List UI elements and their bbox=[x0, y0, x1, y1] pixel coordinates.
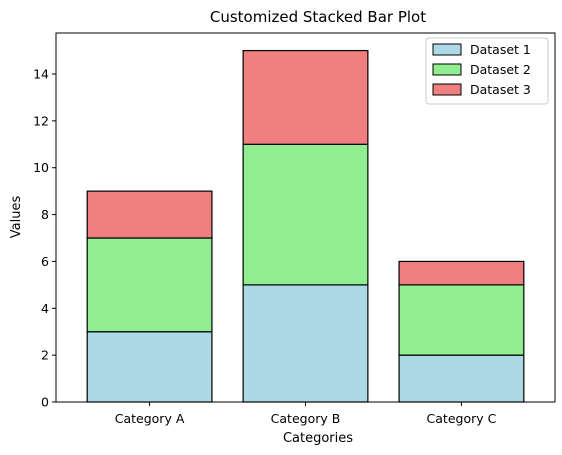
bar-segment-2-2 bbox=[242, 143, 369, 286]
plot-frame bbox=[55, 32, 556, 403]
legend-swatch-3 bbox=[432, 83, 462, 96]
legend-swatch-1 bbox=[432, 43, 462, 56]
chart-title: Customized Stacked Bar Plot bbox=[210, 8, 426, 26]
legend-label-1: Dataset 1 bbox=[470, 42, 531, 57]
y-axis: 0 2 4 6 8 10 12 14 bbox=[33, 67, 56, 410]
bar-segment-1-1 bbox=[86, 331, 213, 403]
y-tick-label: 14 bbox=[33, 67, 49, 82]
y-axis-label: Values bbox=[9, 196, 24, 239]
legend-label-3: Dataset 3 bbox=[470, 82, 531, 97]
y-tick-label: 4 bbox=[41, 301, 49, 316]
bar-segment-2-3 bbox=[398, 284, 525, 356]
bar-segment-3-3 bbox=[398, 260, 525, 286]
y-tick-label: 6 bbox=[41, 254, 49, 269]
legend-label-2: Dataset 2 bbox=[470, 62, 531, 77]
y-tick-label: 0 bbox=[41, 395, 49, 410]
x-tick-label: Category A bbox=[115, 411, 185, 426]
y-tick-label: 2 bbox=[41, 348, 49, 363]
x-axis-label: Categories bbox=[283, 431, 353, 446]
y-tick-label: 8 bbox=[41, 207, 49, 222]
bars-layer bbox=[86, 49, 525, 403]
bar-segment-3-1 bbox=[86, 190, 213, 239]
y-tick-label: 10 bbox=[33, 160, 49, 175]
bar-segment-1-2 bbox=[242, 284, 369, 403]
x-tick-label: Category C bbox=[427, 411, 497, 426]
x-axis: Category A Category B Category C bbox=[115, 402, 497, 426]
bar-segment-3-2 bbox=[242, 49, 369, 145]
legend: Dataset 1 Dataset 2 Dataset 3 bbox=[425, 37, 549, 105]
y-tick-label: 12 bbox=[33, 113, 49, 128]
bar-segment-1-3 bbox=[398, 354, 525, 403]
bar-segment-2-1 bbox=[86, 237, 213, 333]
legend-swatch-2 bbox=[432, 63, 462, 76]
x-tick-label: Category B bbox=[271, 411, 341, 426]
